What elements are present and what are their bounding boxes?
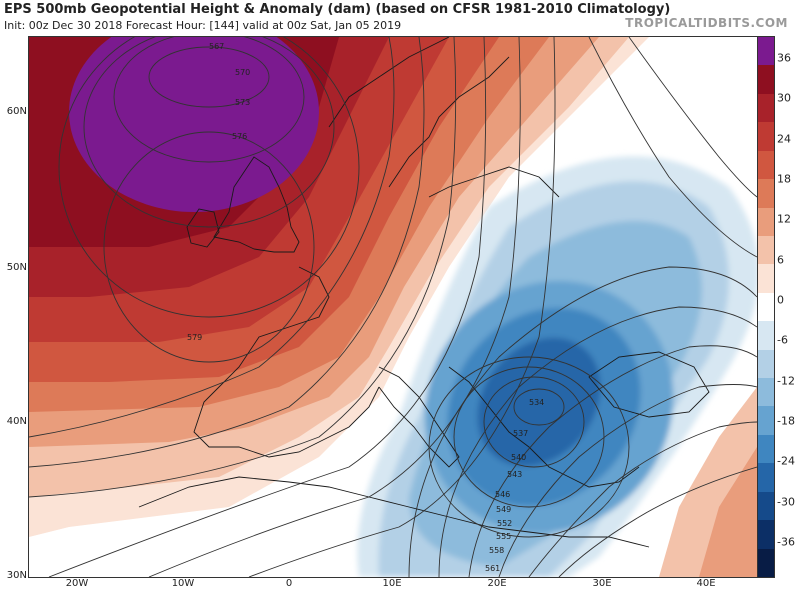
- lon-label-0: 0: [285, 578, 293, 589]
- colorbar-segment: [758, 434, 774, 464]
- colorbar-segment: [758, 150, 774, 180]
- map-canvas: 567 570 573 576 579 534 537 540 543 546 …: [29, 37, 757, 577]
- colorbar-segment: [758, 292, 774, 322]
- contour-ridge-5: [248, 37, 556, 577]
- lon-label-40e: 40E: [696, 578, 716, 589]
- contour-567: [148, 46, 270, 108]
- contour-label-540: 540: [511, 453, 526, 462]
- colorbar-segment: [758, 179, 774, 208]
- colorbar-segment: [758, 37, 774, 66]
- contour-label-573: 573: [235, 98, 250, 107]
- ireland-coast: [186, 208, 220, 248]
- contour-573: [83, 37, 335, 228]
- contour-564-north: [588, 37, 757, 258]
- contour-579: [103, 131, 315, 363]
- contour-label-570: 570: [235, 68, 250, 77]
- header: EPS 500mb Geopotential Height & Anomaly …: [0, 0, 800, 36]
- contour-552: [468, 345, 757, 577]
- colorbar-label: 36: [777, 51, 791, 65]
- contour-549: [438, 306, 757, 577]
- lon-label-20e: 20E: [487, 578, 507, 589]
- baltic-coast: [428, 166, 560, 198]
- colorbar-label: -24: [777, 454, 795, 468]
- height-contours: [29, 37, 757, 577]
- colorbar-segment: [758, 491, 774, 521]
- colorbar-segment: [758, 520, 774, 550]
- scandinavia-coast: [328, 37, 510, 188]
- black-sea-coast: [588, 351, 710, 418]
- colorbar-label: 18: [777, 172, 791, 186]
- lat-label-30n: 30N: [6, 570, 27, 581]
- lat-label-50n: 50N: [6, 262, 27, 273]
- colorbar-label: -30: [777, 495, 795, 509]
- colorbar-label: -18: [777, 414, 795, 428]
- contour-label-558: 558: [489, 546, 504, 555]
- contour-label-552: 552: [497, 519, 512, 528]
- map-panel: 567 570 573 576 579 534 537 540 543 546 …: [28, 36, 758, 578]
- contour-ridge-1: [29, 37, 425, 468]
- colorbar-label: 0: [777, 293, 784, 307]
- north-africa-coast: [138, 476, 650, 548]
- contour-label-549: 549: [496, 505, 511, 514]
- brand-watermark: TROPICALTIDBITS.COM: [625, 16, 788, 30]
- colorbar-segment: [758, 235, 774, 265]
- colorbar-segment: [758, 93, 774, 123]
- contour-558: [528, 421, 757, 577]
- colorbar-segment: [758, 207, 774, 237]
- contour-labels: 567 570 573 576 579 534 537 540 543 546 …: [187, 42, 544, 573]
- contour-label-543: 543: [507, 470, 522, 479]
- colorbar-segment: [758, 378, 774, 407]
- contour-label-546: 546: [495, 490, 510, 499]
- contour-label-537: 537: [513, 429, 528, 438]
- contour-label-579: 579: [187, 333, 202, 342]
- contour-570: [113, 37, 305, 163]
- contour-label-534: 534: [529, 398, 544, 407]
- colorbar-label: 30: [777, 91, 791, 105]
- contour-label-576: 576: [232, 132, 247, 141]
- contour-label-555: 555: [496, 532, 511, 541]
- colorbar-label: 24: [777, 132, 791, 146]
- contour-561: [558, 466, 757, 577]
- colorbar-segment: [758, 349, 774, 379]
- colorbar-segment: [758, 406, 774, 436]
- contour-534: [513, 388, 565, 426]
- colorbar-label: 12: [777, 212, 791, 226]
- colorbar-segment: [758, 122, 774, 152]
- colorbar-label: 6: [777, 253, 784, 267]
- map-title: EPS 500mb Geopotential Height & Anomaly …: [4, 2, 671, 17]
- colorbar-label: -12: [777, 374, 795, 388]
- contour-546: [408, 266, 757, 577]
- anomaly-colorbar: [757, 36, 775, 578]
- contour-ridge-3: [48, 37, 487, 577]
- contour-537: [483, 376, 585, 468]
- negative-anomaly-field: [357, 156, 757, 577]
- colorbar-label: -36: [777, 535, 795, 549]
- contour-582: [29, 37, 395, 438]
- lon-label-20w: 20W: [65, 578, 89, 589]
- contour-label-567: 567: [209, 42, 224, 51]
- contour-label-561: 561: [485, 564, 500, 573]
- colorbar-segment: [758, 65, 774, 95]
- lon-label-10e: 10E: [382, 578, 402, 589]
- lat-label-60n: 60N: [6, 106, 27, 117]
- lat-label-40n: 40N: [6, 416, 27, 427]
- colorbar-segment: [758, 321, 774, 351]
- forecast-info: Init: 00z Dec 30 2018 Forecast Hour: [14…: [4, 19, 402, 32]
- contour-ridge-2: [29, 37, 457, 498]
- british-isles-coast: [213, 156, 300, 253]
- lon-label-10w: 10W: [171, 578, 195, 589]
- colorbar-label: -6: [777, 333, 788, 347]
- western-europe-coast: [193, 266, 380, 458]
- colorbar-segment: [758, 548, 774, 578]
- balkans-coast: [448, 366, 640, 488]
- positive-anomaly-southeast-core: [699, 447, 757, 577]
- contour-564-east: [628, 37, 757, 198]
- contour-576: [58, 37, 360, 318]
- contour-543: [428, 356, 630, 538]
- anomaly-core-plus-36: [69, 37, 319, 212]
- colorbar-segment: [758, 264, 774, 294]
- contour-555: [498, 384, 757, 577]
- lon-label-30e: 30E: [592, 578, 612, 589]
- colorbar-segment: [758, 463, 774, 493]
